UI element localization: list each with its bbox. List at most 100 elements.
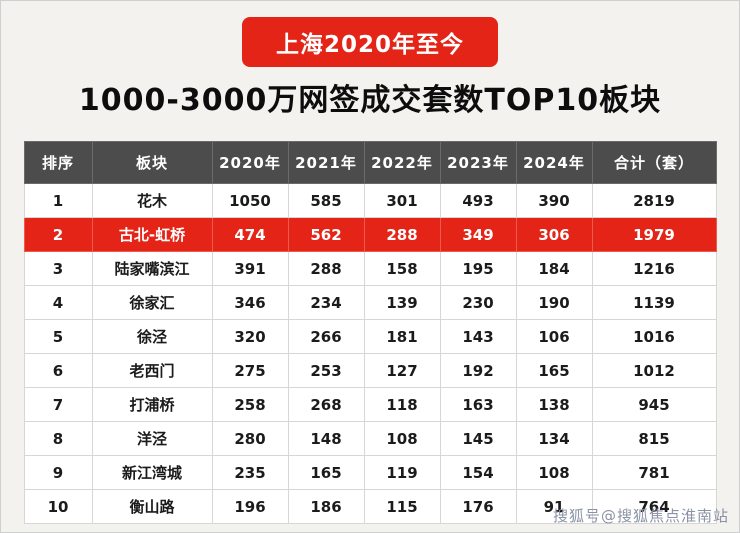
total-cell: 1216 (591, 251, 717, 286)
column-header: 2020年 (211, 141, 289, 184)
district-cell: 打浦桥 (91, 387, 213, 422)
value-cell: 349 (439, 217, 517, 252)
total-cell: 1016 (591, 319, 717, 354)
total-cell: 764 (591, 489, 717, 524)
value-cell: 320 (211, 319, 289, 354)
value-cell: 258 (211, 387, 289, 422)
district-cell: 老西门 (91, 353, 213, 388)
column-header: 2021年 (287, 141, 365, 184)
column-header: 2024年 (515, 141, 593, 184)
value-cell: 493 (439, 183, 517, 218)
value-cell: 108 (363, 421, 441, 456)
table-row: 4 徐家汇 346 234 139 230 190 1139 (23, 285, 717, 320)
column-header: 合计（套） (591, 141, 717, 184)
district-cell: 洋泾 (91, 421, 213, 456)
value-cell: 163 (439, 387, 517, 422)
value-cell: 474 (211, 217, 289, 252)
value-cell: 230 (439, 285, 517, 320)
total-cell: 815 (591, 421, 717, 456)
value-cell: 181 (363, 319, 441, 354)
page-title: 1000-3000万网签成交套数TOP10板块 (78, 83, 662, 118)
table-row: 6 老西门 275 253 127 192 165 1012 (23, 353, 717, 388)
rank-cell: 2 (23, 217, 93, 252)
value-cell: 106 (515, 319, 593, 354)
value-cell: 145 (439, 421, 517, 456)
value-cell: 186 (287, 489, 365, 524)
district-cell: 新江湾城 (91, 455, 213, 490)
column-header: 排序 (23, 141, 93, 184)
district-cell: 陆家嘴滨江 (91, 251, 213, 286)
table-row: 3 陆家嘴滨江 391 288 158 195 184 1216 (23, 251, 717, 286)
value-cell: 127 (363, 353, 441, 388)
table-body: 1 花木 1050 585 301 493 390 2819 2 古北-虹桥 474 562 288 34… (23, 183, 717, 524)
rank-cell: 9 (23, 455, 93, 490)
value-cell: 118 (363, 387, 441, 422)
district-cell: 衡山路 (91, 489, 213, 524)
value-cell: 148 (287, 421, 365, 456)
column-header: 2023年 (439, 141, 517, 184)
rank-cell: 10 (23, 489, 93, 524)
table-row: 9 新江湾城 235 165 119 154 108 781 (23, 455, 717, 490)
rank-cell: 8 (23, 421, 93, 456)
value-cell: 288 (287, 251, 365, 286)
value-cell: 234 (287, 285, 365, 320)
value-cell: 390 (515, 183, 593, 218)
table-row: 7 打浦桥 258 268 118 163 138 945 (23, 387, 717, 422)
value-cell: 165 (515, 353, 593, 388)
value-cell: 134 (515, 421, 593, 456)
value-cell: 139 (363, 285, 441, 320)
value-cell: 91 (515, 489, 593, 524)
table-row: 8 洋泾 280 148 108 145 134 815 (23, 421, 717, 456)
value-cell: 176 (439, 489, 517, 524)
rank-cell: 6 (23, 353, 93, 388)
stats-table: 排序 板块 2020年 2021年 2022年 2023年 2024年 合计（套） 1 花木 10… (23, 141, 717, 524)
table-row: 2 古北-虹桥 474 562 288 349 306 1979 (23, 217, 717, 252)
total-cell: 2819 (591, 183, 717, 218)
value-cell: 275 (211, 353, 289, 388)
value-cell: 196 (211, 489, 289, 524)
value-cell: 585 (287, 183, 365, 218)
total-cell: 1012 (591, 353, 717, 388)
total-cell: 1139 (591, 285, 717, 320)
value-cell: 143 (439, 319, 517, 354)
value-cell: 184 (515, 251, 593, 286)
value-cell: 108 (515, 455, 593, 490)
total-cell: 1979 (591, 217, 717, 252)
watermark: 搜狐号@搜狐焦点淮南站 (552, 507, 729, 525)
value-cell: 301 (363, 183, 441, 218)
value-cell: 280 (211, 421, 289, 456)
value-cell: 165 (287, 455, 365, 490)
value-cell: 195 (439, 251, 517, 286)
value-cell: 138 (515, 387, 593, 422)
banner: 上海2020年至今 (241, 17, 498, 67)
value-cell: 192 (439, 353, 517, 388)
rank-cell: 4 (23, 285, 93, 320)
value-cell: 288 (363, 217, 441, 252)
rank-cell: 7 (23, 387, 93, 422)
column-header: 2022年 (363, 141, 441, 184)
column-header: 板块 (91, 141, 213, 184)
rank-cell: 3 (23, 251, 93, 286)
value-cell: 253 (287, 353, 365, 388)
district-cell: 花木 (91, 183, 213, 218)
value-cell: 235 (211, 455, 289, 490)
district-cell: 徐泾 (91, 319, 213, 354)
value-cell: 115 (363, 489, 441, 524)
value-cell: 306 (515, 217, 593, 252)
district-cell: 古北-虹桥 (91, 217, 213, 252)
value-cell: 562 (287, 217, 365, 252)
table-row: 5 徐泾 320 266 181 143 106 1016 (23, 319, 717, 354)
rank-cell: 1 (23, 183, 93, 218)
value-cell: 119 (363, 455, 441, 490)
banner-label: 上海2020年至今 (275, 32, 464, 58)
table-header: 排序 板块 2020年 2021年 2022年 2023年 2024年 合计（套） (23, 141, 717, 184)
value-cell: 154 (439, 455, 517, 490)
district-cell: 徐家汇 (91, 285, 213, 320)
value-cell: 190 (515, 285, 593, 320)
value-cell: 391 (211, 251, 289, 286)
rank-cell: 5 (23, 319, 93, 354)
table-row: 1 花木 1050 585 301 493 390 2819 (23, 183, 717, 218)
value-cell: 346 (211, 285, 289, 320)
value-cell: 268 (287, 387, 365, 422)
value-cell: 158 (363, 251, 441, 286)
